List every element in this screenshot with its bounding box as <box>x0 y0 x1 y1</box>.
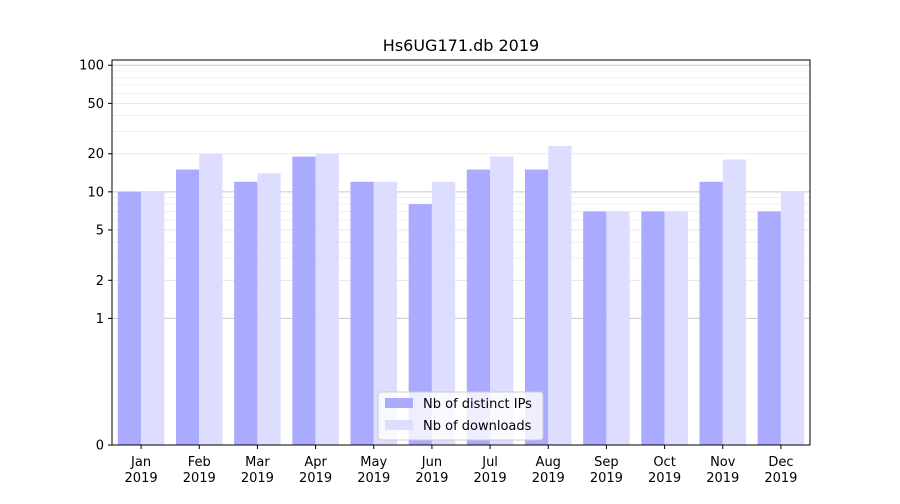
axis-layer: 0125102050100Jan2019Feb2019Mar2019Apr201… <box>79 59 797 486</box>
y-tick-label: 2 <box>96 274 104 289</box>
x-tick-label-month: Aug <box>536 455 561 470</box>
y-tick-label: 1 <box>96 312 104 327</box>
bar-downloads <box>780 191 805 445</box>
x-tick-label-year: 2019 <box>648 471 681 486</box>
x-tick-label-month: Jun <box>421 455 442 470</box>
bar-downloads <box>141 191 165 445</box>
y-tick-label: 100 <box>79 59 104 74</box>
x-tick-label-year: 2019 <box>474 471 507 486</box>
y-tick-label: 5 <box>96 223 104 238</box>
bar-downloads <box>257 173 281 445</box>
y-tick-label: 10 <box>87 185 104 200</box>
bar-downloads <box>664 211 688 445</box>
bar-downloads <box>490 156 514 446</box>
bar-distinct-ips <box>175 169 200 445</box>
x-tick-label-year: 2019 <box>125 471 158 486</box>
grid-layer <box>112 64 810 319</box>
bar-downloads <box>373 181 398 445</box>
chart-title: Hs6UG171.db 2019 <box>383 36 539 55</box>
x-tick-label-year: 2019 <box>764 471 797 486</box>
x-tick-label-month: Dec <box>768 455 793 470</box>
legend-box <box>377 391 544 441</box>
bar-downloads <box>315 153 339 446</box>
y-tick-label: 0 <box>96 439 104 454</box>
bar-distinct-ips <box>641 211 665 445</box>
x-tick-label-year: 2019 <box>357 471 390 486</box>
bar-distinct-ips <box>524 169 549 445</box>
bar-downloads <box>548 146 572 445</box>
y-tick-label: 50 <box>87 97 104 112</box>
x-tick-label-year: 2019 <box>183 471 216 486</box>
bar-distinct-ips <box>117 191 142 445</box>
bar-distinct-ips <box>234 181 258 445</box>
bar-distinct-ips <box>350 181 374 445</box>
legend-label-downloads: Nb of downloads <box>423 419 532 434</box>
bar-downloads <box>606 211 630 445</box>
x-tick-label-month: Apr <box>304 455 327 470</box>
bar-downloads <box>199 153 223 446</box>
x-tick-label-year: 2019 <box>532 471 565 486</box>
bar-distinct-ips <box>408 204 432 445</box>
bar-distinct-ips <box>292 156 316 446</box>
x-tick-label-month: Oct <box>653 455 675 470</box>
x-tick-label-month: Sep <box>594 455 619 470</box>
legend: Nb of distinct IPs Nb of downloads <box>377 391 544 441</box>
x-tick-label-month: Jul <box>481 455 498 470</box>
bar-distinct-ips <box>757 211 781 445</box>
bar-layer <box>117 146 805 446</box>
bar-distinct-ips <box>466 169 491 445</box>
x-tick-label-year: 2019 <box>590 471 623 486</box>
legend-swatch-distinct-ips <box>385 398 413 408</box>
legend-swatch-downloads <box>385 420 413 430</box>
x-tick-label-month: Feb <box>188 455 211 470</box>
legend-label-distinct-ips: Nb of distinct IPs <box>423 397 532 412</box>
bar-distinct-ips <box>583 211 607 445</box>
x-tick-label-year: 2019 <box>415 471 448 486</box>
x-tick-label-year: 2019 <box>241 471 274 486</box>
x-tick-label-year: 2019 <box>299 471 332 486</box>
bar-downloads <box>722 159 747 445</box>
x-tick-label-month: May <box>360 455 387 470</box>
x-tick-label-year: 2019 <box>706 471 739 486</box>
x-tick-label-month: Jan <box>130 455 151 470</box>
y-tick-label: 20 <box>87 147 104 162</box>
plot-frame <box>111 59 811 446</box>
x-tick-label-month: Nov <box>710 455 736 470</box>
x-tick-label-month: Mar <box>245 455 270 470</box>
bar-distinct-ips <box>699 181 723 445</box>
bar-downloads <box>431 181 456 445</box>
